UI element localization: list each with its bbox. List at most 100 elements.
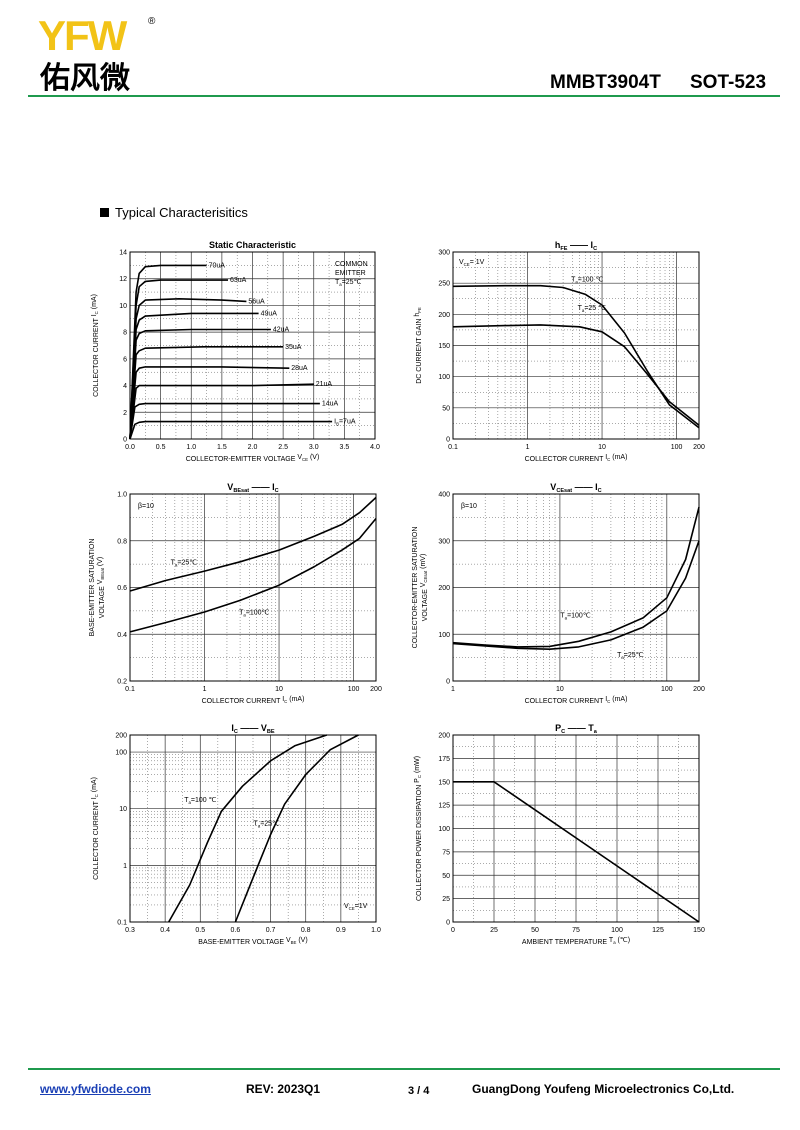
series-label: Ta=25℃ [253, 820, 280, 828]
y-axis-label: COLLECTOR CURRENT IC (mA) [91, 294, 100, 397]
y-tick-label: 14 [119, 250, 127, 257]
page-number: 3 / 4 [408, 1085, 430, 1097]
x-axis-label: COLLECTOR CURRENT IC (mA) [525, 696, 628, 705]
y-axis-label-line1: COLLECTOR-EMITTER SATURATION [412, 527, 419, 649]
y-axis-label-line1: BASE-EMITTER SATURATION [89, 539, 96, 637]
y-tick-label: 175 [438, 756, 450, 763]
series-label: Ta=25℃ [171, 560, 198, 568]
plot-frame [129, 493, 377, 682]
y-tick-label: 100 [438, 826, 450, 833]
plot-frame [129, 251, 376, 440]
annotation-line: β=10 [138, 503, 154, 510]
x-tick-label: 2.5 [278, 444, 288, 451]
x-tick-label: 125 [652, 927, 664, 934]
series-label: 42uA [273, 326, 290, 333]
part-number: MMBT3904T [550, 72, 661, 93]
series-line [234, 734, 359, 923]
series-line [168, 734, 328, 923]
y-tick-label: 0 [446, 679, 450, 686]
x-tick-label: 75 [572, 927, 580, 934]
y-tick-label: 1.0 [117, 492, 127, 499]
y-tick-label: 150 [438, 343, 450, 350]
series-line [452, 324, 700, 426]
y-tick-label: 200 [115, 733, 127, 740]
series-line [129, 346, 284, 440]
y-tick-label: 0 [446, 920, 450, 927]
y-tick-label: 200 [438, 585, 450, 592]
series-line [129, 383, 314, 440]
plot-frame [452, 493, 700, 682]
y-tick-label: 25 [442, 896, 450, 903]
series-label: Ta=100 ℃ [571, 277, 603, 285]
y-tick-label: 50 [442, 405, 450, 412]
series-line [129, 298, 247, 440]
website-link[interactable]: www.yfwdiode.com [40, 1082, 151, 1096]
x-tick-label: 0 [451, 927, 455, 934]
series-label: 14uA [322, 401, 339, 408]
x-axis-label: AMBIENT TEMPERATURE Ta (℃) [522, 937, 630, 946]
x-tick-label: 100 [611, 927, 623, 934]
y-tick-label: 200 [438, 733, 450, 740]
x-tick-label: 1 [451, 686, 455, 693]
y-tick-label: 4 [123, 383, 127, 390]
revision-label: REV: 2023Q1 [246, 1082, 321, 1096]
yfw-logo: YFW ® 佑风微 [38, 14, 156, 94]
y-axis-label: DC CURRENT GAIN hFE [414, 307, 423, 384]
y-tick-label: 0 [123, 437, 127, 444]
chart-title: VCEsat —— IC [550, 482, 601, 494]
annotation-line: VCE=1V [344, 903, 368, 911]
y-tick-label: 10 [119, 806, 127, 813]
series-line [129, 420, 333, 440]
logo-chinese: 佑风微 [39, 61, 130, 94]
annotation-line: COMMON [335, 261, 368, 268]
x-tick-label: 0.5 [156, 444, 166, 451]
series-line [452, 506, 700, 648]
logo-letters: YFW [38, 14, 128, 59]
y-tick-label: 100 [438, 632, 450, 639]
y-axis-label-text: COLLECTOR CURRENT IC (mA) [91, 777, 100, 880]
x-tick-label: 0.5 [195, 927, 205, 934]
y-tick-label: 0.6 [117, 585, 127, 592]
plot-frame [452, 251, 700, 440]
x-tick-label: 1.0 [186, 444, 196, 451]
chart-vbesat-ic: 0.1 1 10 100 200 0.2 0.4 0.6 0.8 1.0 VBEsat —— IC C… [89, 482, 382, 705]
x-axis-label: COLLECTOR CURRENT IC (mA) [202, 696, 305, 705]
x-axis-label: BASE-EMITTER VOLTAGE VBE (V) [198, 937, 307, 946]
series-line [129, 328, 271, 440]
annotation-line: EMITTER [335, 270, 366, 277]
series-line [452, 540, 700, 650]
y-tick-label: 0.8 [117, 538, 127, 545]
chart-title: IC —— VBE [231, 723, 275, 735]
series-label: 35uA [285, 344, 302, 351]
x-tick-label: 10 [598, 444, 606, 451]
y-tick-label: 150 [438, 779, 450, 786]
square-bullet-icon [100, 208, 109, 217]
package-name: SOT-523 [690, 72, 767, 93]
series-label: 28uA [291, 365, 308, 372]
y-axis-label-text: DC CURRENT GAIN hFE [414, 307, 423, 384]
series-label: 49uA [261, 310, 278, 317]
y-axis-label: BASE-EMITTER SATURATION VOLTAGE VBEsat (V… [89, 539, 106, 637]
section-title: Typical Characterisitics [115, 205, 248, 220]
y-axis-label: COLLECTOR-EMITTER SATURATION VOLTAGE VCEs… [412, 527, 429, 649]
y-tick-label: 250 [438, 281, 450, 288]
x-tick-label: 1.0 [371, 927, 381, 934]
series-label: 21uA [316, 381, 333, 388]
registered-mark: ® [148, 16, 156, 27]
footer-rule [28, 1068, 780, 1070]
y-tick-label: 0.1 [117, 920, 127, 927]
series-label: Ta=25℃ [617, 652, 644, 660]
x-tick-label: 1 [526, 444, 530, 451]
x-tick-label: 150 [693, 927, 705, 934]
y-tick-label: 125 [438, 803, 450, 810]
series-line [129, 366, 290, 440]
x-tick-label: 200 [693, 686, 705, 693]
series-label: 63uA [230, 277, 247, 284]
x-tick-label: 100 [348, 686, 360, 693]
series-line [129, 496, 377, 592]
chart-ic-vbe: 0.3 0.4 0.5 0.6 0.7 0.8 0.9 1.0 0.1 1 10 100 200 IC —… [91, 723, 381, 946]
y-tick-label: 75 [442, 849, 450, 856]
x-tick-label: 50 [531, 927, 539, 934]
y-axis-label-text: COLLECTOR POWER DISSIPATION PC (mW) [414, 756, 423, 901]
x-tick-label: 0.4 [160, 927, 170, 934]
